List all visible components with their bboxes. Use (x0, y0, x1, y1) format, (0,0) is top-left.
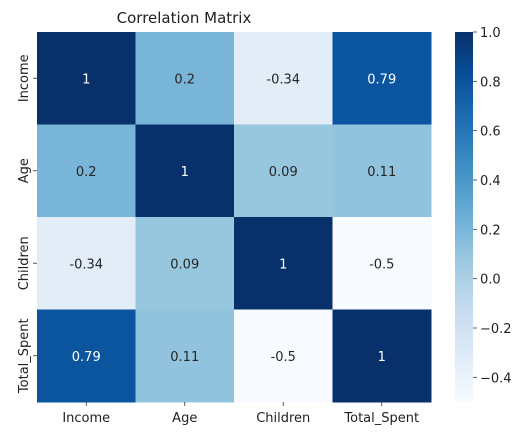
heatmap-cell (135, 217, 235, 310)
heatmap-cell (332, 32, 432, 125)
heatmap-cells: 1 0.2 -0.34 0.79 0.2 1 0.09 0.11 -0.34 0.09 1 -0.5 0… (37, 32, 432, 403)
heatmap-cell (135, 124, 235, 218)
colorbar-gradient (455, 32, 473, 402)
y-tick-label: Age (17, 158, 32, 183)
colorbar-tick-label: 0.8 (480, 75, 501, 90)
heatmap-cell (135, 32, 235, 125)
cell-value-label: -0.5 (369, 257, 394, 272)
cell-value-label: 0.09 (170, 257, 199, 272)
colorbar: 1.0 0.8 0.6 0.4 0.2 0.0 −0.2 −0.4 (455, 26, 512, 402)
x-tick-label: Income (62, 411, 110, 426)
heatmap-cell (234, 32, 333, 125)
heatmap-cell (332, 217, 432, 310)
cell-value-label: 1 (378, 350, 386, 365)
colorbar-tick-label: −0.4 (480, 371, 512, 386)
cell-value-label: 1 (181, 165, 189, 180)
cell-value-label: 1 (279, 257, 287, 272)
colorbar-tick-label: 0.6 (480, 125, 501, 140)
heatmap-cell (234, 124, 333, 218)
x-tick-label: Total_Spent (343, 411, 419, 426)
y-tick-label: Children (17, 236, 32, 290)
heatmap-cell (234, 217, 333, 310)
colorbar-tick-label: 0.0 (480, 273, 501, 288)
colorbar-tick-label: 0.4 (480, 174, 501, 189)
y-tick-label: Total_Spent (17, 318, 32, 394)
heatmap-cell (234, 309, 333, 403)
heatmap-cell (37, 309, 136, 403)
cell-value-label: 0.09 (269, 165, 298, 180)
y-axis-ticks: Income Age Children Total_Spent (17, 54, 37, 394)
heatmap-cell (37, 217, 136, 310)
heatmap-cell (332, 309, 432, 403)
colorbar-tick-label: 0.2 (480, 223, 501, 238)
cell-value-label: 0.79 (367, 72, 396, 87)
chart-title: Correlation Matrix (117, 9, 252, 27)
y-tick-label: Income (17, 54, 32, 102)
cell-value-label: 0.2 (76, 165, 97, 180)
colorbar-tick-label: 1.0 (480, 26, 501, 41)
cell-value-label: 0.79 (72, 350, 101, 365)
cell-value-label: -0.5 (271, 350, 296, 365)
x-axis-ticks: Income Age Children Total_Spent (62, 402, 419, 426)
cell-value-label: 0.11 (170, 350, 199, 365)
heatmap-cell (37, 124, 136, 218)
x-tick-label: Age (172, 411, 197, 426)
cell-value-label: 0.2 (174, 72, 195, 87)
heatmap-cell (135, 309, 235, 403)
x-tick-label: Children (256, 411, 310, 426)
cell-value-label: 0.11 (367, 165, 396, 180)
cell-value-label: 1 (82, 72, 90, 87)
heatmap-cell (37, 32, 136, 125)
heatmap-cell (332, 124, 432, 218)
cell-value-label: -0.34 (266, 72, 300, 87)
colorbar-tick-label: −0.2 (480, 322, 512, 337)
cell-value-label: -0.34 (69, 257, 103, 272)
